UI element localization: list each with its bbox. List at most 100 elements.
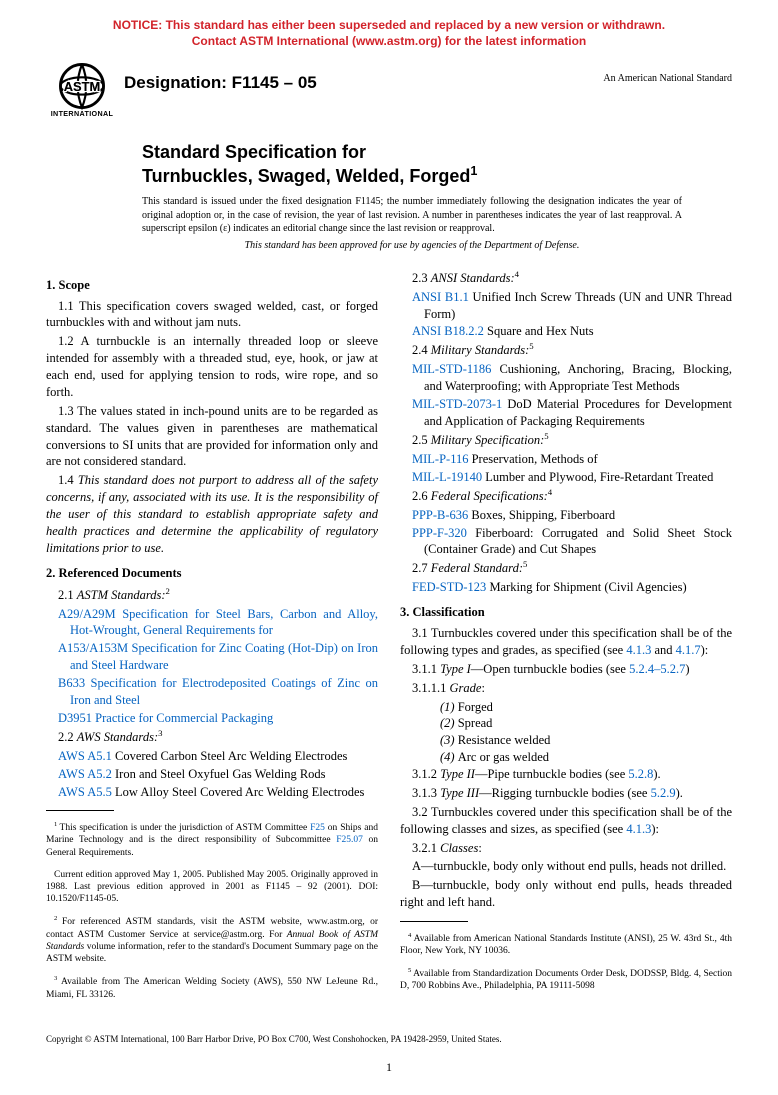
ref-milspec-0: MIL-P-116 Preservation, Methods of [412,451,732,468]
astm-logo: ASTM ASTM INTERNATIONAL [46,63,118,123]
para-2-4: 2.4 Military Standards:5 [400,341,732,359]
title-sup: 1 [470,164,477,178]
footnote-2: 2 For referenced ASTM standards, visit t… [46,915,378,966]
refdocs-head: 2. Referenced Documents [46,565,378,582]
body-columns: 1. Scope 1.1 This specification covers s… [46,269,732,1011]
footnote-5: 5 Available from Standardization Documen… [400,967,732,993]
issue-note: This standard is issued under the fixed … [142,195,732,236]
para-2-7: 2.7 Federal Standard:5 [400,559,732,577]
ref-link[interactable]: 4.1.7 [676,643,701,657]
ref-link[interactable]: 4.1.3 [626,822,651,836]
para-2-5: 2.5 Military Specification:5 [400,431,732,449]
grade-4: (4) Arc or gas welded [440,749,732,766]
footnote-3: 3 Available from The American Welding So… [46,975,378,1001]
page: NOTICE: This standard has either been su… [0,0,778,1095]
ref-aws-0: AWS A5.1 Covered Carbon Steel Arc Weldin… [58,748,378,765]
para-2-1: 2.1 ASTM Standards:2 [46,586,378,604]
standard-note: An American National Standard [603,63,732,84]
footnote-4: 4 Available from American National Stand… [400,932,732,958]
ref-milstd-1: MIL-STD-2073-1 DoD Material Procedures f… [412,396,732,430]
para-1-3: 1.3 The values stated in inch-pound unit… [46,403,378,471]
para-1-4: 1.4 This standard does not purport to ad… [46,472,378,556]
notice-line1: NOTICE: This standard has either been su… [113,18,665,32]
para-3-1-2: 3.1.2 Type II—Pipe turnbuckle bodies (se… [400,766,732,783]
svg-text:INTERNATIONAL: INTERNATIONAL [51,110,114,118]
ref-link[interactable]: 5.2.9 [651,786,676,800]
ref-astm-0: A29/A29M Specification for Steel Bars, C… [58,606,378,640]
ref-link[interactable]: D3951 Practice for Commercial Packaging [58,711,273,725]
ref-astm-1: A153/A153M Specification for Zinc Coatin… [58,640,378,674]
class-b: B—turnbuckle, body only without end pull… [400,877,732,911]
ref-link[interactable]: PPP-F-320 [412,526,467,540]
notice-banner: NOTICE: This standard has either been su… [46,18,732,49]
ref-link[interactable]: FED-STD-123 [412,580,486,594]
grade-2: (2) Spread [440,715,732,732]
ref-link[interactable]: PPP-B-636 [412,508,468,522]
ref-aws-1: AWS A5.2 Iron and Steel Oxyfuel Gas Weld… [58,766,378,783]
notice-line2: Contact ASTM International (www.astm.org… [192,34,586,48]
para-3-1-1-1: 3.1.1.1 Grade: [400,680,732,697]
para-2-3: 2.3 ANSI Standards:4 [400,269,732,287]
ref-link[interactable]: MIL-L-19140 [412,470,482,484]
classification-head: 3. Classification [400,604,732,621]
header-row: ASTM ASTM INTERNATIONAL Designation: F11… [46,63,732,123]
ref-link[interactable]: MIL-STD-2073-1 [412,397,502,411]
footnote-1b: Current edition approved May 1, 2005. Pu… [46,869,378,906]
ref-link[interactable]: AWS A5.1 [58,749,112,763]
ref-aws-2: AWS A5.5 Low Alloy Steel Covered Arc Wel… [58,784,378,801]
para-2-6: 2.6 Federal Specifications:4 [400,487,732,505]
ref-link[interactable]: A29/A29M Specification for Steel Bars, C… [58,607,378,638]
ref-fedspec-1: PPP-F-320 Fiberboard: Corrugated and Sol… [412,525,732,559]
ref-link[interactable]: 5.2.8 [628,767,653,781]
ref-ansi-1: ANSI B18.2.2 Square and Hex Nuts [412,323,732,340]
page-number: 1 [46,1060,732,1075]
ref-milstd-0: MIL-STD-1186 Cushioning, Anchoring, Brac… [412,361,732,395]
ref-milspec-1: MIL-L-19140 Lumber and Plywood, Fire-Ret… [412,469,732,486]
para-3-2-1: 3.2.1 Classes: [400,840,732,857]
para-1-2: 1.2 A turnbuckle is an internally thread… [46,333,378,401]
ref-link[interactable]: F25 [310,823,325,833]
para-3-1: 3.1 Turnbuckles covered under this speci… [400,625,732,659]
para-1-1: 1.1 This specification covers swaged wel… [46,298,378,332]
footnote-1: 1 This specification is under the jurisd… [46,821,378,859]
footnotes-left: 1 This specification is under the jurisd… [46,821,378,1001]
svg-text:ASTM: ASTM [64,79,101,94]
ref-fedstd-0: FED-STD-123 Marking for Shipment (Civil … [412,579,732,596]
ref-link[interactable]: ANSI B18.2.2 [412,324,484,338]
ref-link[interactable]: B633 Specification for Electrodeposited … [58,676,378,707]
class-a: A—turnbuckle, body only without end pull… [400,858,732,875]
ref-link[interactable]: 5.2.4–5.2.7 [629,662,685,676]
scope-head: 1. Scope [46,277,378,294]
ref-link[interactable]: MIL-P-116 [412,452,468,466]
designation: Designation: F1145 – 05 [124,73,317,92]
title: Standard Specification for Turnbuckles, … [142,141,732,187]
ref-link[interactable]: AWS A5.5 [58,785,112,799]
title-line1: Standard Specification for [142,142,366,162]
para-3-1-3: 3.1.3 Type III—Rigging turnbuckle bodies… [400,785,732,802]
ref-astm-3: D3951 Practice for Commercial Packaging [58,710,378,727]
ref-link[interactable]: 4.1.3 [626,643,651,657]
ref-fedspec-0: PPP-B-636 Boxes, Shipping, Fiberboard [412,507,732,524]
ref-astm-2: B633 Specification for Electrodeposited … [58,675,378,709]
title-line2: Turnbuckles, Swaged, Welded, Forged [142,166,470,186]
ref-link[interactable]: ANSI B1.1 [412,290,469,304]
grade-1: (1) Forged [440,699,732,716]
ref-ansi-0: ANSI B1.1 Unified Inch Screw Threads (UN… [412,289,732,323]
para-1-4-text: This standard does not purport to addres… [46,473,378,555]
dod-note: This standard has been approved for use … [142,240,732,251]
grade-3: (3) Resistance welded [440,732,732,749]
footnotes-right: 4 Available from American National Stand… [400,932,732,993]
para-3-1-1: 3.1.1 Type I—Open turnbuckle bodies (see… [400,661,732,678]
title-block: Standard Specification for Turnbuckles, … [142,141,732,187]
footnote-rule-right [400,921,468,922]
ref-link[interactable]: MIL-STD-1186 [412,362,491,376]
footnote-rule [46,810,114,811]
para-2-2: 2.2 AWS Standards:3 [46,728,378,746]
right-column: 2.3 ANSI Standards:4 ANSI B1.1 Unified I… [400,269,732,1011]
designation-block: Designation: F1145 – 05 [124,63,603,93]
left-column: 1. Scope 1.1 This specification covers s… [46,269,378,1011]
ref-link[interactable]: F25.07 [336,835,363,845]
para-3-2: 3.2 Turnbuckles covered under this speci… [400,804,732,838]
ref-link[interactable]: A153/A153M Specification for Zinc Coatin… [58,641,378,672]
ref-link[interactable]: AWS A5.2 [58,767,112,781]
